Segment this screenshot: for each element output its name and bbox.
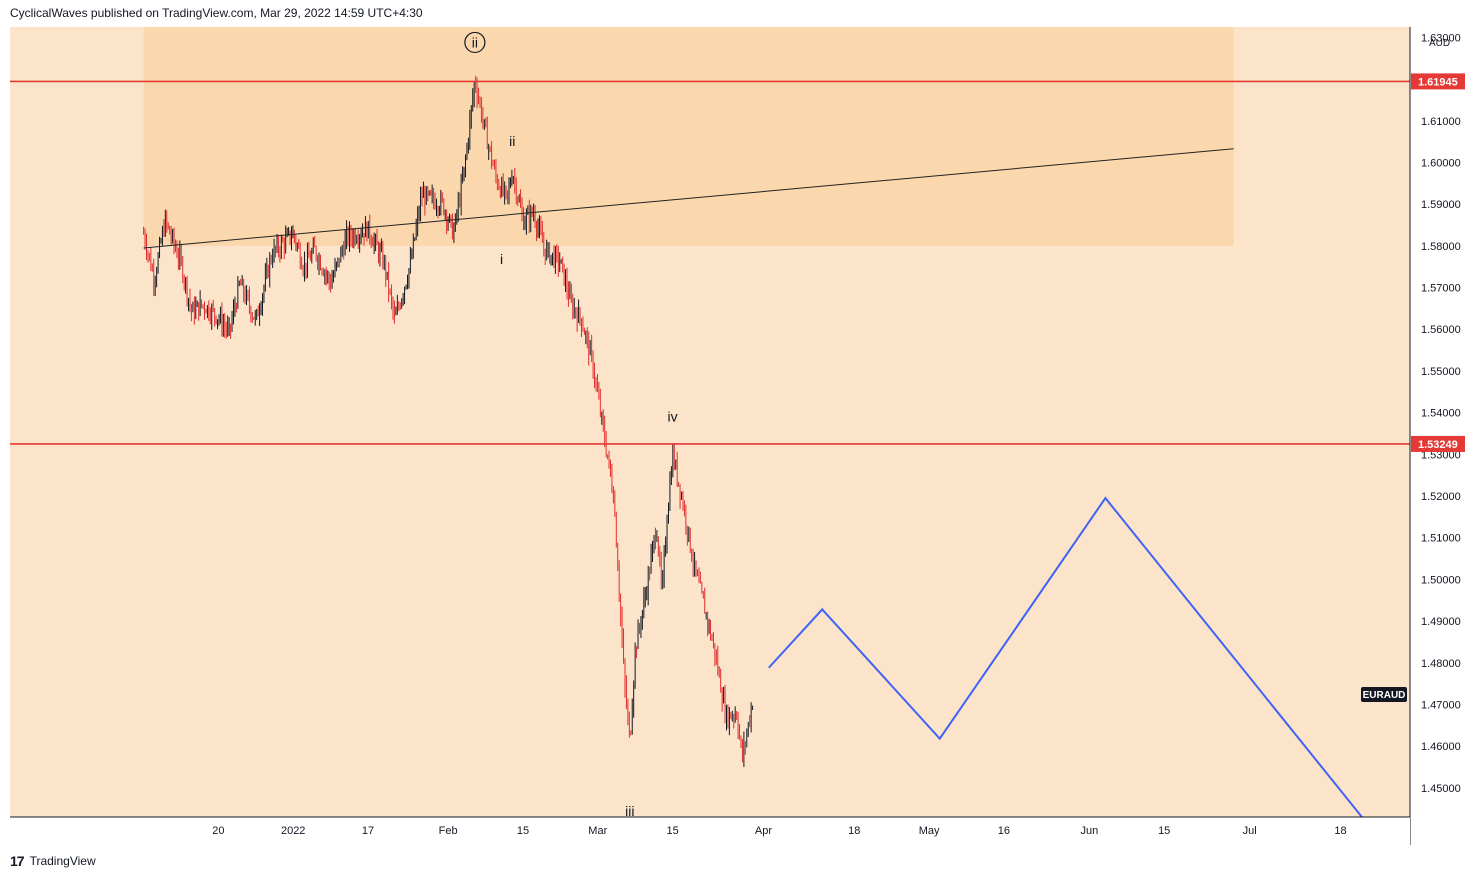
time-tick-label: Jun <box>1081 825 1099 837</box>
time-tick-label: 15 <box>517 825 529 837</box>
price-tick-label: 1.46000 <box>1421 741 1461 753</box>
price-tick-label: 1.50000 <box>1421 574 1461 586</box>
wave-label: iv <box>668 408 678 424</box>
price-tick-label: 1.61000 <box>1421 116 1461 128</box>
trend-line[interactable] <box>143 148 1234 249</box>
time-tick-label: Mar <box>588 825 607 837</box>
price-tick-label: 1.60000 <box>1421 157 1461 169</box>
time-tick-label: 18 <box>1334 825 1346 837</box>
time-tick-label: Apr <box>755 825 772 837</box>
price-tick-label: 1.45000 <box>1421 783 1461 795</box>
price-tick-label: 1.47000 <box>1421 699 1461 711</box>
price-tick-label: 1.53000 <box>1421 449 1461 461</box>
wave-label: i <box>500 251 503 267</box>
time-tick-label: May <box>919 825 940 837</box>
ohlc-bars <box>143 75 754 768</box>
time-tick-label: 17 <box>362 825 374 837</box>
wave-label: iii <box>625 803 634 819</box>
level-badge <box>1411 73 1465 90</box>
price-axis-ticks: 1.45000 1.46000 1.47000 1.48000 1.49000 1.500… <box>1421 32 1461 794</box>
price-tick-label: 1.59000 <box>1421 199 1461 211</box>
level-badge <box>1411 435 1465 452</box>
horizontal-levels <box>10 80 1410 445</box>
tradingview-logo-icon: 17 <box>10 853 25 869</box>
time-tick-label: 20 <box>212 825 224 837</box>
price-badges: 1.61945 1.53249 EURAUD <box>1361 73 1465 702</box>
projection-path[interactable] <box>768 496 1363 818</box>
price-tick-label: 1.52000 <box>1421 491 1461 503</box>
wave-label: ii <box>472 34 478 50</box>
wave-label-circle <box>464 31 486 54</box>
publish-header: CyclicalWaves published on TradingView.c… <box>10 6 423 20</box>
price-tick-label: 1.51000 <box>1421 533 1461 545</box>
currency-label: AUD <box>1429 38 1450 49</box>
level-badge-label: 1.61945 <box>1418 76 1458 88</box>
time-tick-label: 15 <box>666 825 678 837</box>
time-axis-ticks: 20 2022 17 Feb 15 Mar 15 Apr 18 May 16 Jun 15 Jul 18 <box>212 825 1346 837</box>
symbol-badge <box>1361 687 1407 702</box>
price-tick-label: 1.56000 <box>1421 324 1461 336</box>
price-tick-label: 1.58000 <box>1421 241 1461 253</box>
price-tick-label: 1.55000 <box>1421 366 1461 378</box>
tradingview-brand: TradingView <box>29 854 96 868</box>
time-tick-label: 15 <box>1158 825 1170 837</box>
price-tick-label: 1.54000 <box>1421 408 1461 420</box>
time-tick-label: 16 <box>998 825 1010 837</box>
price-tick-label: 1.57000 <box>1421 283 1461 295</box>
time-tick-label: Jul <box>1243 825 1257 837</box>
time-tick-label: 2022 <box>281 825 305 837</box>
tradingview-footer[interactable]: 17 TradingView <box>10 853 96 869</box>
symbol-badge-label: EURAUD <box>1363 690 1406 701</box>
time-axis-panel[interactable] <box>10 817 1410 845</box>
time-tick-label: Feb <box>439 825 458 837</box>
time-tick-label: 18 <box>848 825 860 837</box>
resistance-zone <box>143 27 1234 246</box>
price-tick-label: 1.63000 <box>1421 32 1461 44</box>
wave-label: ii <box>509 133 515 149</box>
price-tick-label: 1.48000 <box>1421 658 1461 670</box>
price-tick-label: 1.49000 <box>1421 616 1461 628</box>
level-badge-label: 1.53249 <box>1418 439 1458 451</box>
